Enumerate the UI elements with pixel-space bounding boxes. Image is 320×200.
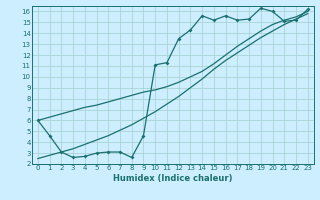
X-axis label: Humidex (Indice chaleur): Humidex (Indice chaleur) <box>113 174 233 183</box>
